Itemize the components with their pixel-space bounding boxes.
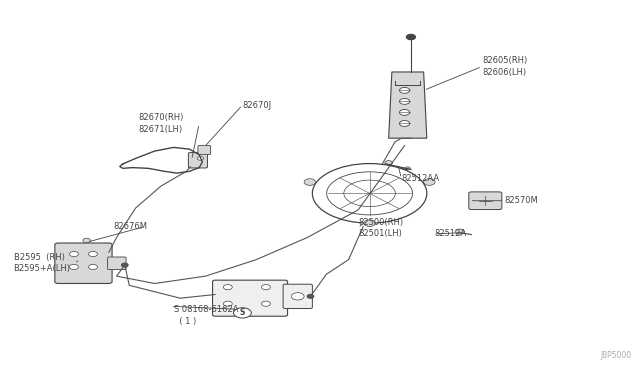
Text: J8P5000: J8P5000: [600, 351, 632, 360]
Circle shape: [197, 157, 204, 160]
Circle shape: [406, 35, 415, 39]
Polygon shape: [388, 72, 427, 138]
Circle shape: [405, 167, 410, 170]
Circle shape: [70, 251, 78, 257]
Circle shape: [385, 161, 392, 165]
Text: S 08168-6162A
  ( 1 ): S 08168-6162A ( 1 ): [173, 305, 238, 326]
Circle shape: [262, 301, 271, 306]
Circle shape: [399, 121, 410, 126]
Circle shape: [304, 179, 316, 185]
FancyBboxPatch shape: [212, 280, 287, 316]
Circle shape: [456, 229, 465, 234]
Text: 82676M: 82676M: [113, 222, 147, 231]
Text: 82605(RH)
82606(LH): 82605(RH) 82606(LH): [482, 57, 527, 77]
Text: 82512AA: 82512AA: [401, 174, 440, 183]
FancyBboxPatch shape: [468, 192, 502, 209]
Circle shape: [307, 295, 314, 298]
Circle shape: [399, 87, 410, 93]
Circle shape: [399, 109, 410, 115]
Circle shape: [223, 301, 232, 306]
FancyBboxPatch shape: [188, 153, 207, 168]
Text: 82670(RH)
82671(LH): 82670(RH) 82671(LH): [139, 113, 184, 134]
FancyBboxPatch shape: [198, 145, 211, 154]
Text: 82500(RH)
82501(LH): 82500(RH) 82501(LH): [358, 218, 403, 238]
Text: S: S: [240, 308, 245, 317]
Circle shape: [223, 285, 232, 290]
Circle shape: [291, 293, 304, 300]
Circle shape: [234, 308, 252, 318]
Circle shape: [364, 220, 375, 227]
Circle shape: [424, 179, 435, 185]
Text: 82512A: 82512A: [435, 229, 467, 238]
FancyBboxPatch shape: [108, 257, 126, 269]
Circle shape: [70, 264, 78, 269]
Circle shape: [399, 99, 410, 104]
Circle shape: [88, 264, 97, 269]
Text: 82570M: 82570M: [504, 196, 538, 205]
FancyBboxPatch shape: [283, 284, 312, 308]
FancyBboxPatch shape: [55, 243, 112, 283]
Text: 82670J: 82670J: [243, 100, 271, 110]
Circle shape: [262, 285, 271, 290]
Text: B2595  (RH)
B2595+A(LH): B2595 (RH) B2595+A(LH): [13, 253, 70, 273]
Circle shape: [122, 263, 128, 267]
Circle shape: [83, 238, 90, 243]
Circle shape: [88, 251, 97, 257]
